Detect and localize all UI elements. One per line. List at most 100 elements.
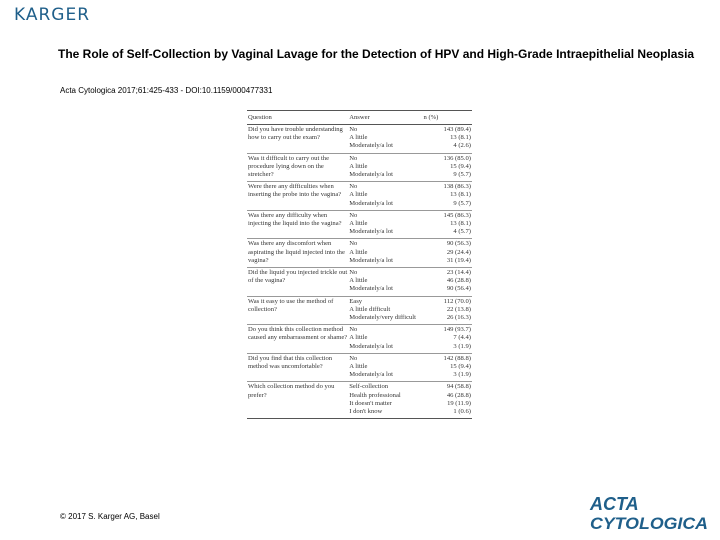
answer-option: Health professional <box>349 391 401 399</box>
answer-option: No <box>349 126 358 133</box>
answer-cell: No A little Moderately/a lot <box>348 325 422 354</box>
count-value: 19 (11.9) <box>447 399 471 407</box>
answer-option: Moderately/a lot <box>349 342 394 350</box>
question-text: Did you find that this collection method… <box>248 354 333 371</box>
answer-option: Moderately/a lot <box>349 228 394 236</box>
count-value: 4 (2.6) <box>453 142 471 150</box>
count-cell: 149 (93.7) 7 (4.4) 3 (1.9) <box>423 325 473 354</box>
answer-option: No <box>349 154 358 162</box>
answer-cell: No A little Moderately/a lot <box>348 210 422 239</box>
count-cell: 138 (86.3) 13 (8.1) 9 (5.7) <box>423 182 473 211</box>
publisher-logo: KARGER <box>14 5 91 25</box>
count-cell: 94 (58.8) 46 (28.8) 19 (11.9) 1 (0.6) <box>423 382 473 419</box>
count-value: 90 (56.4) <box>446 285 471 293</box>
answer-cell: No A little Moderately/a lot <box>348 353 422 382</box>
count-value: 3 (1.9) <box>453 342 471 350</box>
answer-option: No <box>349 354 358 362</box>
answer-option: Moderately/a lot <box>349 199 394 207</box>
answer-option: No <box>349 211 358 219</box>
count-value: 13 (8.1) <box>450 134 471 142</box>
answer-option: Easy <box>349 297 363 305</box>
question-text: Did the liquid you injected trickle out … <box>248 269 348 285</box>
table-row: Do you think this collection method caus… <box>247 325 472 354</box>
answer-option: Moderately/a lot <box>349 256 394 264</box>
answer-option: A little <box>349 277 368 285</box>
question-cell: Did you have trouble understanding how t… <box>247 125 348 154</box>
answer-cell: No A little Moderately/a lot <box>348 153 422 182</box>
count-value: 3 (1.9) <box>453 371 471 379</box>
count-cell: 23 (14.4) 46 (28.8) 90 (56.4) <box>423 268 473 297</box>
answer-option: Moderately/a lot <box>349 285 394 293</box>
answer-option: No <box>349 240 358 248</box>
count-value: 26 (16.3) <box>446 314 471 322</box>
question-cell: Was there any discomfort when aspirating… <box>247 239 348 268</box>
count-value: 13 (8.1) <box>450 191 471 199</box>
count-cell: 145 (86.3) 13 (8.1) 4 (5.7) <box>423 210 473 239</box>
answer-cell: No A little Moderately/a lot <box>348 268 422 297</box>
survey-table: Question Answer n (%) Did you have troub… <box>247 110 472 419</box>
count-value: 136 (85.0) <box>443 154 471 162</box>
answer-option: A little <box>349 220 368 228</box>
question-cell: Which collection method do you prefer? <box>247 382 348 419</box>
journal-logo-line2: CYTOLOGICA <box>590 514 708 533</box>
survey-table-image: Question Answer n (%) Did you have troub… <box>247 110 472 480</box>
table-header-row: Question Answer n (%) <box>247 110 472 125</box>
count-value: 9 (5.7) <box>453 171 471 179</box>
question-text: Was it easy to use the method of collect… <box>248 297 334 313</box>
count-cell: 112 (70.0) 22 (13.8) 26 (16.3) <box>423 296 473 325</box>
answer-option: I don't know <box>349 408 383 416</box>
question-cell: Did the liquid you injected trickle out … <box>247 268 348 297</box>
answer-option: No <box>349 183 358 191</box>
table-row: Which collection method do you prefer? Se… <box>247 382 472 419</box>
answer-option: A little <box>349 191 368 199</box>
table-row: Was it difficult to carry out the proced… <box>247 153 472 182</box>
answer-option: No <box>349 326 358 334</box>
answer-option: A little <box>349 334 368 342</box>
question-text: Which collection method do you prefer? <box>248 383 335 399</box>
answer-option: Moderately/a lot <box>349 171 394 179</box>
question-text: Did you have trouble understanding how t… <box>248 126 343 142</box>
count-value: 7 (4.4) <box>453 334 471 342</box>
journal-logo: ACTA CYTOLOGICA <box>589 494 708 533</box>
question-cell: Do you think this collection method caus… <box>247 325 348 354</box>
table-row: Did you find that this collection method… <box>247 353 472 382</box>
journal-logo-line1: ACTA <box>589 494 639 514</box>
count-cell: 136 (85.0) 15 (9.4) 9 (5.7) <box>423 153 473 182</box>
count-value: 29 (24.4) <box>446 248 471 256</box>
count-cell: 142 (88.8) 15 (9.4) 3 (1.9) <box>423 353 473 382</box>
answer-cell: Self-collection Health professional It doe… <box>348 382 422 419</box>
answer-option: A little difficult <box>349 305 391 313</box>
answer-cell: No A little Moderately/a lot <box>348 182 422 211</box>
count-value: 142 (88.8) <box>443 354 471 362</box>
answer-option: A little <box>349 134 368 142</box>
count-value: 22 (13.8) <box>446 305 471 313</box>
table-row: Was there any difficulty when injecting … <box>247 210 472 239</box>
answer-option: It doesn't matter <box>349 399 392 407</box>
question-text: Was there any difficulty when injecting … <box>248 211 342 228</box>
count-value: 31 (19.4) <box>446 256 471 264</box>
count-value: 23 (14.4) <box>446 269 471 277</box>
question-cell: Was it easy to use the method of collect… <box>247 296 348 325</box>
table-row: Did you have trouble understanding how t… <box>247 125 472 154</box>
table-row: Were there any difficulties when inserti… <box>247 182 472 211</box>
count-value: 46 (28.8) <box>446 391 471 399</box>
question-cell: Was there any difficulty when injecting … <box>247 210 348 239</box>
answer-cell: No A little Moderately/a lot <box>348 239 422 268</box>
count-value: 112 (70.0) <box>443 297 471 305</box>
answer-cell: Easy A little difficult Moderately/very di… <box>348 296 422 325</box>
count-value: 145 (86.3) <box>443 211 471 219</box>
header-n: n (%) <box>422 110 472 125</box>
count-value: 138 (86.3) <box>443 183 471 191</box>
answer-option: Moderately/a lot <box>349 142 394 150</box>
question-text: Was it difficult to carry out the proced… <box>248 154 330 179</box>
article-title: The Role of Self-Collection by Vaginal L… <box>58 47 695 61</box>
count-value: 15 (9.4) <box>450 162 471 170</box>
answer-option: Moderately/a lot <box>349 371 394 379</box>
count-value: 9 (5.7) <box>453 199 471 207</box>
count-value: 90 (56.3) <box>446 240 471 248</box>
answer-option: Self-collection <box>349 383 389 391</box>
copyright: © 2017 S. Karger AG, Basel <box>60 512 160 521</box>
table-row: Did the liquid you injected trickle out … <box>247 268 472 297</box>
answer-cell: No A little Moderately/a lot <box>348 125 422 154</box>
question-cell: Did you find that this collection method… <box>247 353 348 382</box>
